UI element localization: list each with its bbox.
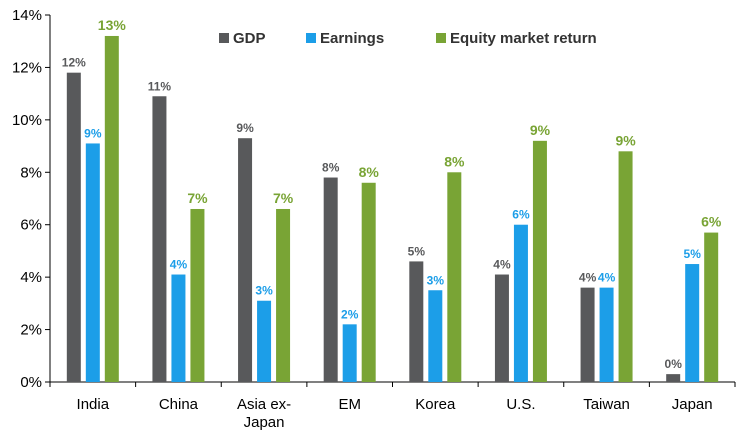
x-category-label-line: China <box>159 396 199 413</box>
x-category-label: Korea <box>415 396 456 413</box>
x-category-label: EM <box>338 396 361 413</box>
data-label: 8% <box>444 153 465 169</box>
data-label: 9% <box>236 121 254 135</box>
x-category-label-line: Korea <box>415 396 456 413</box>
x-category-label: U.S. <box>506 396 535 413</box>
y-axis: 0% 2% 4% 6% 8% 10% 12% 14% <box>12 7 51 391</box>
x-category-label-line: Japan <box>672 396 713 413</box>
x-category-label-line: Japan <box>244 414 285 431</box>
x-category-label: Asia ex-Japan <box>237 396 291 431</box>
bar <box>409 261 424 382</box>
data-label: 7% <box>187 190 208 206</box>
data-label: 13% <box>98 17 127 33</box>
data-label: 0% <box>665 357 683 371</box>
bar <box>704 232 719 382</box>
bar <box>257 300 272 382</box>
data-labels: 12%11%9%8%5%4%4%0%9%4%3%2%3%6%4%5%13%7% 7… <box>62 17 722 371</box>
x-category-label: Taiwan <box>583 396 630 413</box>
bar <box>599 287 614 382</box>
y-tick-label: 12% <box>12 59 42 76</box>
data-label: 5% <box>684 247 702 261</box>
legend: GDP Earnings Equity market return <box>219 30 597 47</box>
bar <box>276 208 291 382</box>
bar <box>513 224 528 382</box>
y-tick-label: 6% <box>20 217 42 234</box>
data-label: 8% <box>359 164 380 180</box>
y-tick-label: 10% <box>12 112 42 129</box>
data-label: 4% <box>170 258 188 272</box>
bar <box>532 140 547 382</box>
y-tick-label: 14% <box>12 7 42 24</box>
y-tick-label: 8% <box>20 164 42 181</box>
data-label: 3% <box>255 284 273 298</box>
bar <box>580 287 595 382</box>
data-label: 9% <box>530 122 551 138</box>
bar <box>171 274 186 382</box>
bar <box>666 374 681 382</box>
data-label: 4% <box>598 271 616 285</box>
y-tick-label: 0% <box>20 374 42 391</box>
x-category-label-line: EM <box>338 396 361 413</box>
bar <box>104 35 119 382</box>
bar <box>85 143 100 382</box>
bar <box>152 96 167 382</box>
bars <box>66 35 719 383</box>
data-label: 12% <box>62 56 86 70</box>
data-label: 8% <box>322 161 340 175</box>
x-category-label-line: Taiwan <box>583 396 630 413</box>
x-category-label-line: India <box>77 396 110 413</box>
legend-label: Equity market return <box>450 30 597 47</box>
y-tick-label: 2% <box>20 322 42 339</box>
x-category-label: Japan <box>672 396 713 413</box>
bar <box>428 290 443 382</box>
legend-swatch <box>436 33 446 43</box>
data-label: 6% <box>512 208 530 222</box>
x-category-label: China <box>159 396 199 413</box>
bar <box>447 172 462 382</box>
data-label: 6% <box>701 214 722 230</box>
legend-label: Earnings <box>320 30 384 47</box>
bar <box>361 182 376 382</box>
legend-label: GDP <box>233 30 266 47</box>
legend-swatch <box>219 33 229 43</box>
data-label: 2% <box>341 307 359 321</box>
bar <box>66 72 81 383</box>
data-label: 4% <box>579 271 597 285</box>
data-label: 9% <box>615 132 636 148</box>
bar <box>342 324 357 382</box>
bar <box>238 138 253 382</box>
data-label: 11% <box>148 79 172 93</box>
x-category-label-line: U.S. <box>506 396 535 413</box>
data-label: 5% <box>408 244 426 258</box>
x-category-label: India <box>77 396 110 413</box>
legend-swatch <box>306 33 316 43</box>
data-label: 7% <box>273 190 294 206</box>
y-tick-label: 4% <box>20 269 42 286</box>
bar <box>494 274 509 382</box>
bar <box>685 264 700 382</box>
data-label: 9% <box>84 126 102 140</box>
bar <box>618 151 633 382</box>
bar <box>190 208 205 382</box>
bar <box>323 177 338 382</box>
x-category-label-line: Asia ex- <box>237 396 291 413</box>
data-label: 4% <box>493 258 511 272</box>
data-label: 3% <box>427 273 445 287</box>
